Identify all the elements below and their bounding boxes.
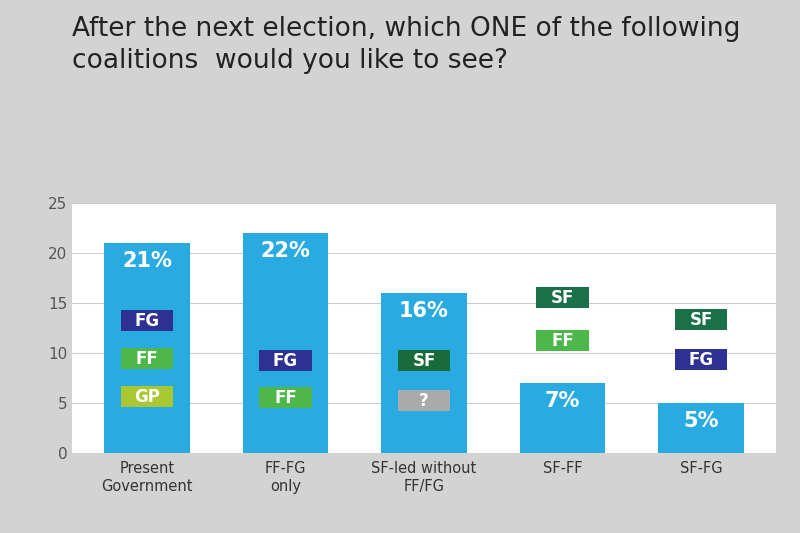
Text: GP: GP [134, 388, 160, 406]
FancyBboxPatch shape [259, 350, 312, 372]
FancyBboxPatch shape [398, 350, 450, 372]
FancyBboxPatch shape [536, 287, 589, 308]
Text: FF: FF [551, 332, 574, 350]
Text: 21%: 21% [122, 251, 172, 271]
FancyBboxPatch shape [674, 349, 727, 370]
FancyBboxPatch shape [121, 310, 174, 332]
Text: SF: SF [551, 289, 574, 306]
Text: 22%: 22% [261, 240, 310, 261]
FancyBboxPatch shape [121, 386, 174, 407]
Text: After the next election, which ONE of the following
coalitions  would you like t: After the next election, which ONE of th… [72, 16, 740, 74]
FancyBboxPatch shape [674, 309, 727, 330]
Text: ?: ? [419, 392, 429, 410]
FancyBboxPatch shape [121, 349, 174, 369]
Bar [242, 232, 329, 453]
Text: FF: FF [135, 350, 158, 368]
Text: FG: FG [273, 352, 298, 370]
FancyBboxPatch shape [259, 387, 312, 408]
Text: FG: FG [689, 351, 714, 369]
Bar [658, 403, 744, 453]
Text: SF: SF [690, 311, 713, 329]
FancyBboxPatch shape [536, 330, 589, 351]
Text: FF: FF [274, 389, 297, 407]
Text: SF: SF [412, 352, 436, 370]
Text: 7%: 7% [545, 391, 580, 411]
Text: 16%: 16% [399, 301, 449, 321]
Text: FG: FG [134, 312, 159, 330]
Text: 5%: 5% [683, 411, 719, 431]
FancyBboxPatch shape [398, 390, 450, 411]
Bar [381, 293, 467, 453]
Bar [104, 243, 190, 453]
Bar [519, 383, 606, 453]
